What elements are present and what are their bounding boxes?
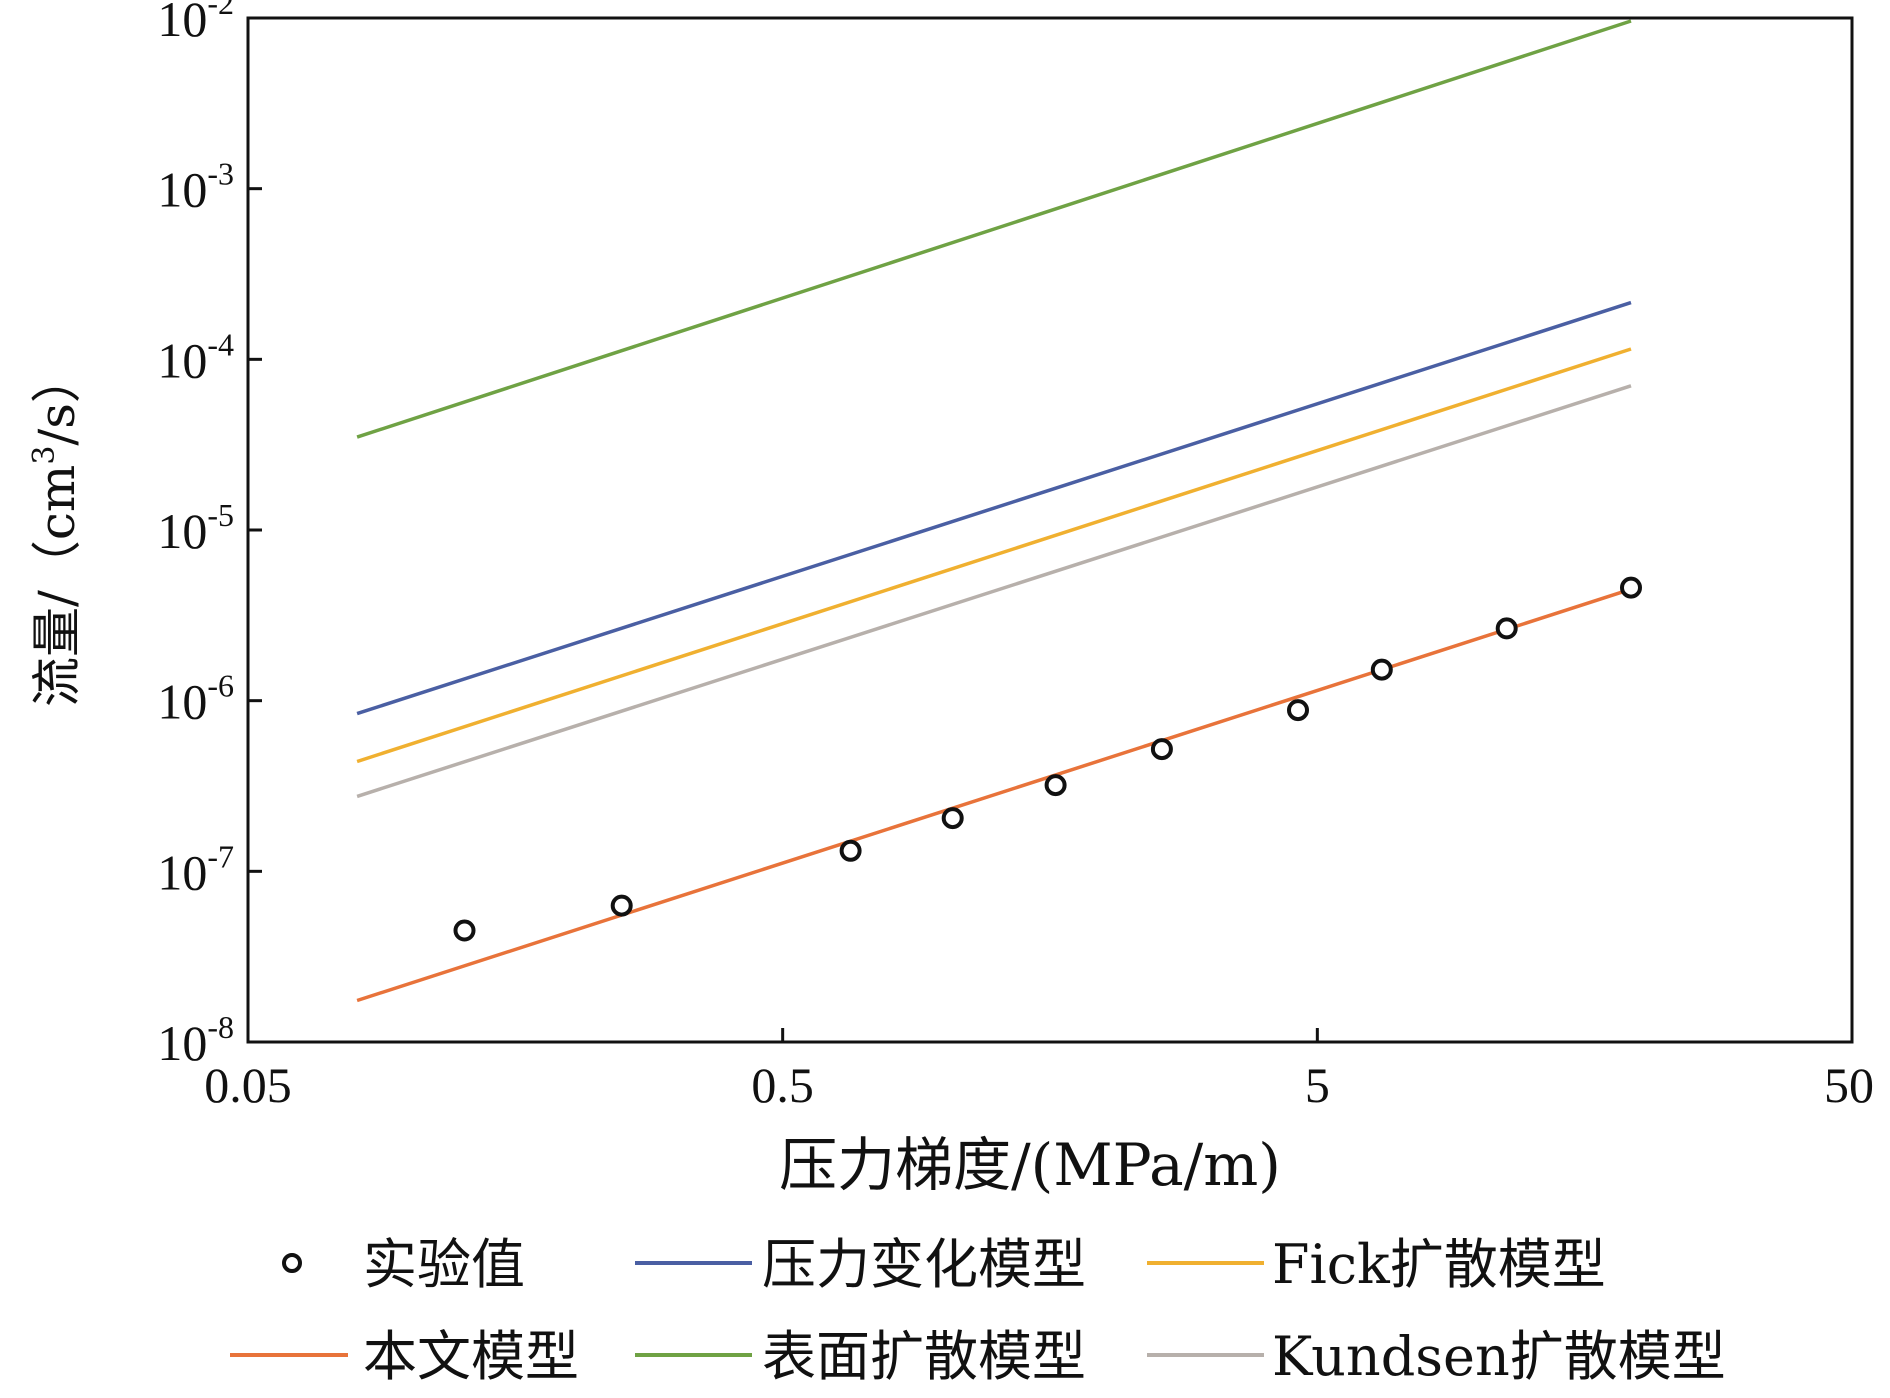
x-tick-label: 0.5 [751,1057,814,1113]
series-line [356,19,1632,439]
x-tick-label: 0.05 [204,1057,292,1113]
y-tick-label: 10-5 [157,497,234,559]
legend-label: 本文模型 [363,1325,579,1388]
legend-item-fick-model: Fick扩散模型 [1147,1233,1606,1296]
legend: 实验值 压力变化模型 Fick扩散模型 本文模型 表面扩散模型 Kundsen扩… [230,1233,1726,1388]
y-tick-label: 10-4 [157,326,234,388]
y-tick-label: 10-6 [157,668,234,730]
legend-label: Fick扩散模型 [1272,1233,1606,1296]
y-tick-label: 10-8 [157,1009,234,1071]
y-axis-label-sup: 3 [27,446,62,465]
legend-item-this-model: 本文模型 [230,1325,579,1388]
legend-label: 实验值 [363,1233,525,1296]
legend-item-pressure-model: 压力变化模型 [635,1233,1086,1296]
x-tick-label: 50 [1824,1057,1874,1113]
series-line [356,384,1632,799]
plot-frame [246,16,1854,1044]
y-axis-label-tail: /s） [28,353,86,446]
data-point [1287,699,1309,722]
data-point [1150,738,1173,761]
data-point [839,839,862,862]
y-tick-label: 10-7 [157,838,234,900]
y-tick-label: 10-2 [157,0,234,47]
legend-label: 表面扩散模型 [762,1325,1086,1388]
legend-label: 压力变化模型 [762,1233,1086,1296]
legend-item-experimental: 实验值 [282,1233,525,1296]
series-layer [356,19,1632,1003]
x-tick-label: 5 [1305,1057,1330,1113]
series-line [356,300,1632,716]
legend-label: Kundsen扩散模型 [1272,1325,1726,1388]
data-point [1044,774,1067,797]
data-point [941,807,964,830]
data-point [610,894,633,917]
y-axis-label-group: 流量/（cm3/s） [27,353,86,707]
series-line [356,347,1632,764]
y-tick-label: 10-3 [157,156,234,218]
legend-item-kundsen-model: Kundsen扩散模型 [1147,1325,1726,1388]
axis-ticks: 0.05 0.5 5 50 10-8 10-7 10-6 10-5 10-4 10-3 10-2 [157,0,1874,1113]
data-points [453,576,1642,942]
legend-item-surface-model: 表面扩散模型 [635,1325,1086,1388]
data-point [1370,658,1393,681]
y-axis-label: 流量/（cm3/s） [27,353,86,707]
series-line [356,587,1632,1003]
legend-marker-circle [282,1253,302,1273]
data-point [453,919,476,942]
y-axis-label-main: 流量/（cm [28,465,86,707]
x-axis-label: 压力梯度/(MPa/m) [779,1131,1281,1199]
data-point [1620,576,1642,599]
data-point [1495,617,1518,640]
